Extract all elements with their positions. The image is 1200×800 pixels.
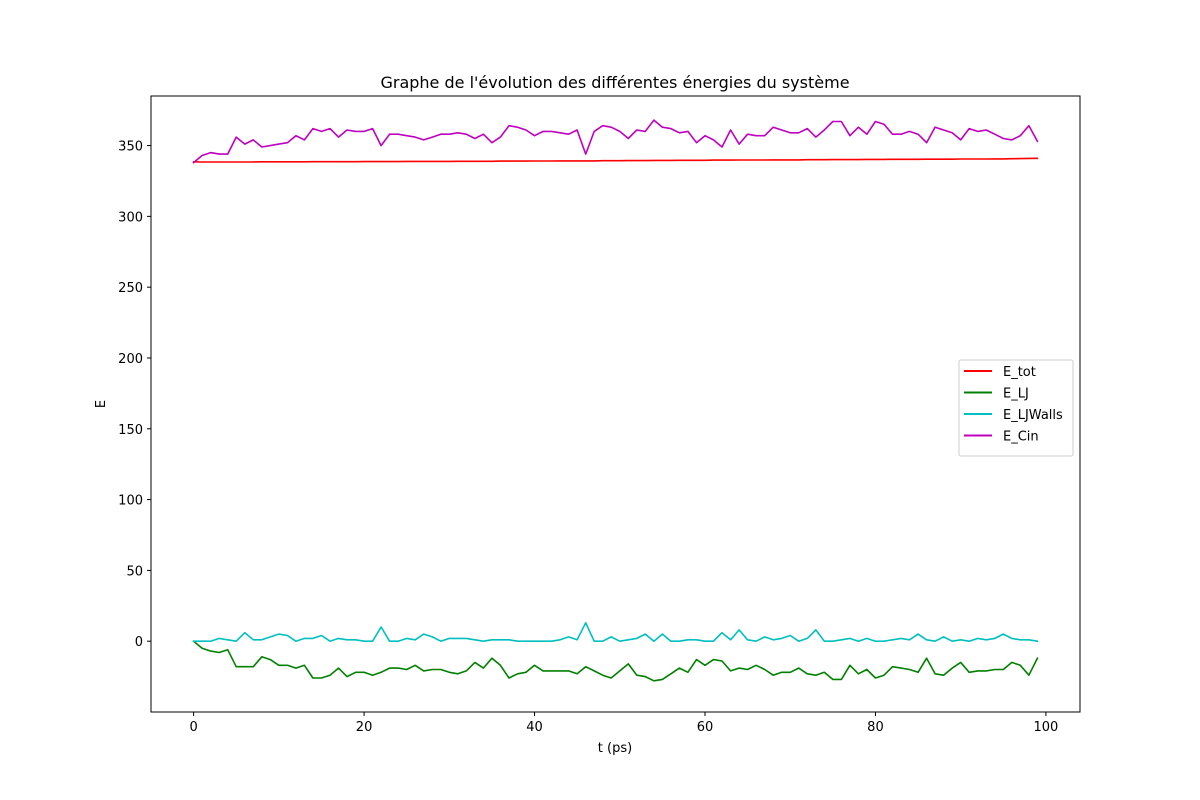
y-tick-label: 350 [118,140,143,155]
y-tick-label: 100 [118,494,143,509]
series-line-e-cin [192,119,1039,164]
y-tick-label: 0 [135,635,143,650]
y-tick-label: 300 [118,210,143,225]
series-line-e-lj [192,640,1039,682]
legend: E_tot E_LJ E_LJWalls E_Cin [958,359,1074,457]
series-line-e-ljwalls [192,621,1039,643]
x-axis: 0 20 40 60 80 100 [189,712,1058,735]
x-tick-label: 80 [867,720,884,735]
x-axis-title: t (ps) [598,741,632,756]
chart-title: Graphe de l'évolution des différentes én… [380,73,849,92]
legend-label: E_LJWalls [1003,408,1063,423]
x-tick-label: 0 [189,720,197,735]
y-tick-label: 50 [126,564,143,579]
x-tick-label: 40 [526,720,543,735]
plot-lines [192,119,1039,682]
y-tick-label: 200 [118,352,143,367]
x-tick-label: 100 [1033,720,1058,735]
y-tick-label: 250 [118,281,143,296]
y-tick-label: 150 [118,423,143,438]
plot-area-frame [150,95,1081,713]
series-line-e-tot [192,157,1039,163]
legend-box [958,359,1074,457]
x-tick-label: 60 [697,720,714,735]
legend-label: E_tot [1003,365,1036,380]
x-tick-label: 20 [356,720,373,735]
y-axis: 0 50 100 150 200 250 300 350 [118,140,151,650]
legend-label: E_LJ [1003,387,1029,402]
legend-label: E_Cin [1003,430,1039,445]
y-axis-title: E [94,400,109,408]
